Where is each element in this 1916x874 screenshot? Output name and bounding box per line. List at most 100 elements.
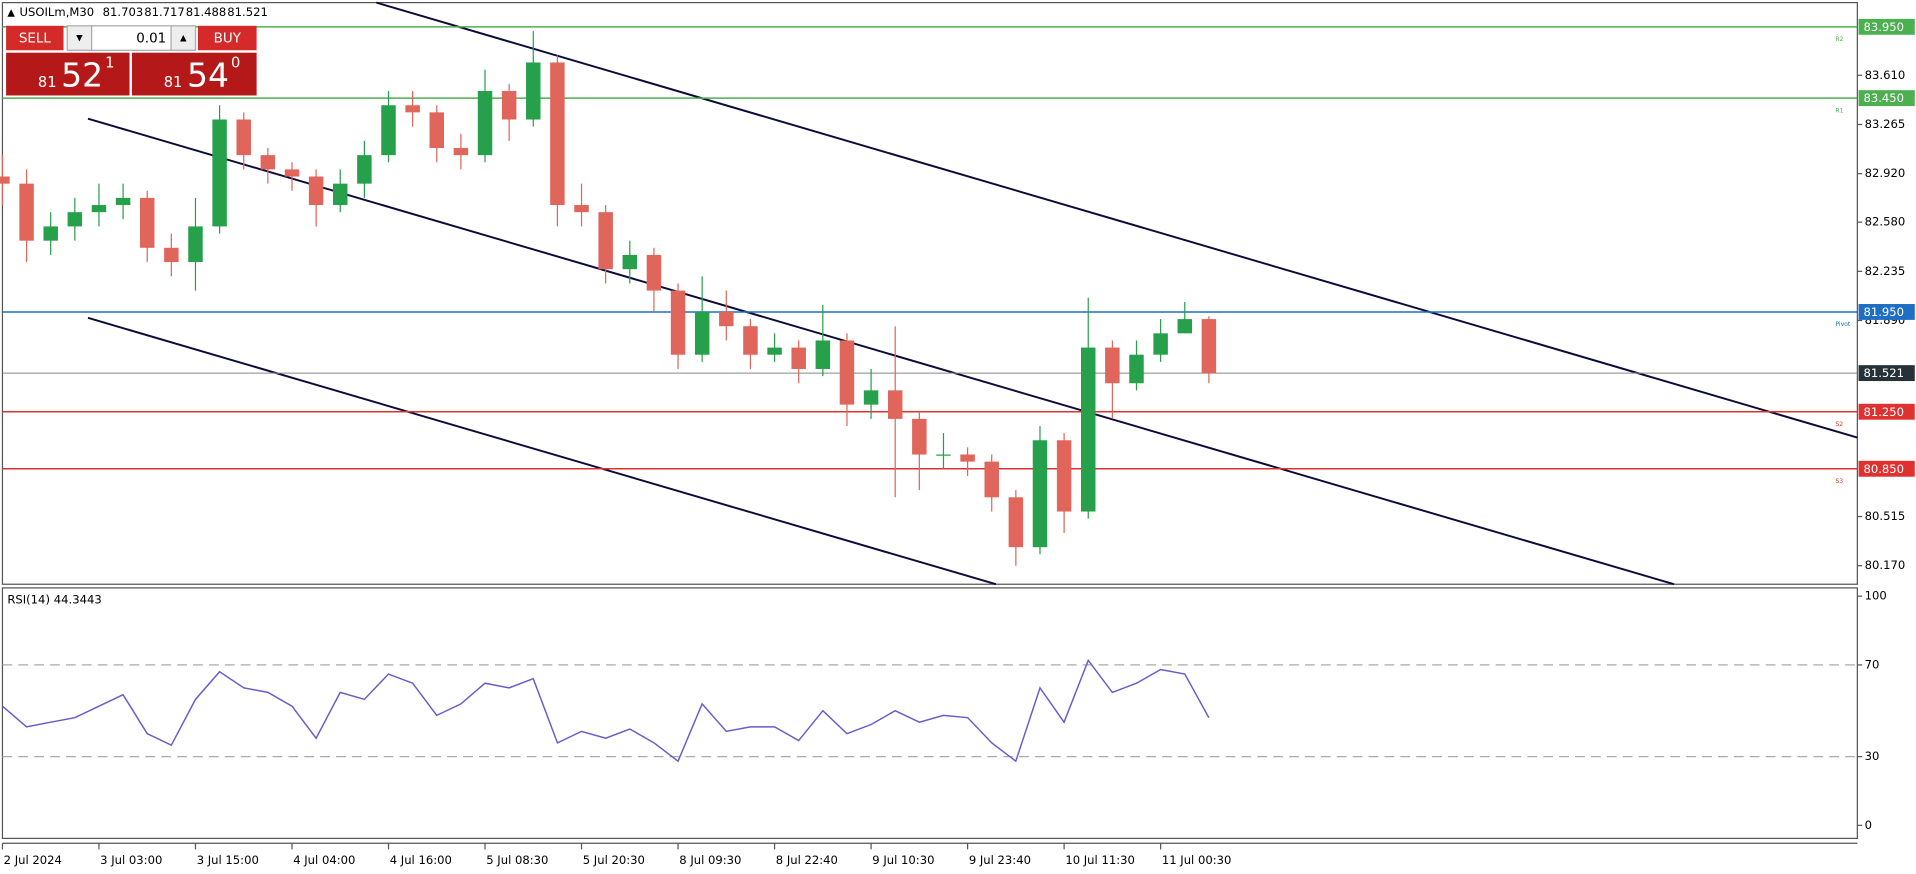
candle-body bbox=[1129, 354, 1144, 384]
y-tick-label: 83.610 bbox=[1865, 68, 1906, 82]
candle-body bbox=[19, 183, 34, 241]
lot-value: 0.01 bbox=[136, 32, 166, 47]
candle-body bbox=[236, 119, 251, 156]
level-name: S3 bbox=[1835, 478, 1843, 485]
candle-body bbox=[936, 454, 951, 456]
candle-body bbox=[1105, 347, 1120, 384]
level-name: Pivot bbox=[1835, 321, 1851, 328]
bid-box[interactable] bbox=[6, 52, 130, 96]
candle-body bbox=[526, 62, 541, 120]
buy-button[interactable] bbox=[197, 25, 257, 51]
x-tick-label: 3 Jul 03:00 bbox=[100, 853, 162, 867]
ask-big: 81 bbox=[164, 74, 183, 91]
lot-down[interactable] bbox=[66, 25, 93, 51]
level-name: S2 bbox=[1835, 421, 1843, 428]
level-price-box bbox=[1858, 460, 1915, 477]
y-tick-label: 82.580 bbox=[1865, 215, 1906, 229]
x-tick-label: 9 Jul 23:40 bbox=[969, 853, 1031, 867]
rsi-tick-label: 100 bbox=[1865, 589, 1887, 603]
x-tick-label: 8 Jul 22:40 bbox=[776, 853, 838, 867]
candle-body bbox=[1032, 440, 1048, 548]
candle-body bbox=[598, 212, 613, 270]
level-price-label: 81.250 bbox=[1863, 405, 1904, 419]
candle-body bbox=[188, 226, 203, 263]
main-pane bbox=[1, 1, 1858, 585]
sell-button[interactable] bbox=[6, 25, 64, 51]
bid-small: 1 bbox=[105, 55, 114, 72]
y-tick-label: 80.170 bbox=[1865, 558, 1906, 572]
channel-lines bbox=[87, 1, 1858, 586]
candle-body bbox=[622, 254, 638, 270]
x-tick-label: 10 Jul 11:30 bbox=[1065, 853, 1135, 867]
bid-big: 81 bbox=[38, 74, 57, 91]
candle-body bbox=[501, 90, 517, 120]
candle-body bbox=[719, 311, 734, 327]
candle-body bbox=[308, 176, 324, 206]
level-price-box bbox=[1858, 18, 1915, 35]
candle-body bbox=[1008, 497, 1024, 548]
x-tick-label: 4 Jul 04:00 bbox=[293, 853, 355, 867]
x-tick-label: 2 Jul 2024 bbox=[4, 853, 62, 867]
header-price: 81.717 bbox=[144, 5, 185, 19]
candle-body bbox=[1081, 347, 1096, 512]
candle-body bbox=[839, 340, 855, 405]
candle-body bbox=[574, 205, 589, 213]
lot-down-icon: ▼ bbox=[76, 34, 83, 44]
candle-body bbox=[284, 169, 300, 177]
x-tick-label: 3 Jul 15:00 bbox=[197, 853, 259, 867]
header-price: 81.488 bbox=[186, 5, 227, 19]
ask-small: 0 bbox=[231, 55, 240, 72]
y-tick-label: 82.235 bbox=[1865, 264, 1906, 278]
candle-body bbox=[1056, 440, 1072, 512]
level-name: R1 bbox=[1835, 107, 1843, 114]
rsi-line bbox=[1, 658, 1210, 763]
candle-body bbox=[357, 155, 372, 184]
buy-label: BUY bbox=[214, 32, 242, 47]
candle-body bbox=[984, 461, 999, 498]
x-tick-label: 9 Jul 10:30 bbox=[872, 853, 934, 867]
x-tick-label: 11 Jul 00:30 bbox=[1162, 853, 1232, 867]
candle-body bbox=[743, 326, 758, 355]
channel-line bbox=[87, 316, 997, 586]
candle-body bbox=[863, 390, 879, 405]
candle-body bbox=[815, 340, 831, 369]
y-tick-label: 82.920 bbox=[1865, 166, 1906, 180]
x-tick-label: 5 Jul 08:30 bbox=[486, 853, 548, 867]
candle-body bbox=[887, 390, 903, 419]
channel-line bbox=[87, 117, 1675, 586]
candle-body bbox=[1177, 319, 1192, 334]
candle-body bbox=[164, 247, 179, 263]
x-tick-label: 8 Jul 09:30 bbox=[679, 853, 741, 867]
y-tick-label: 83.265 bbox=[1865, 117, 1906, 131]
candle-body bbox=[453, 148, 469, 156]
level-price-box bbox=[1858, 304, 1915, 320]
lot-input[interactable] bbox=[91, 25, 172, 51]
lot-up[interactable] bbox=[170, 25, 197, 51]
trade-panel: SELL ▼ 0.01 ▲ BUY 81 52 1 81 54 0 bbox=[6, 25, 257, 96]
header-price: 81.703 bbox=[103, 5, 144, 19]
candle-body bbox=[550, 62, 565, 206]
x-tick-label: 5 Jul 20:30 bbox=[583, 853, 645, 867]
level-price-label: 80.850 bbox=[1863, 462, 1904, 476]
rsi-tick-label: 30 bbox=[1865, 749, 1880, 763]
candle-body bbox=[1201, 319, 1217, 374]
candle-body bbox=[115, 197, 131, 206]
header-price: 81.521 bbox=[227, 5, 268, 19]
rsi-pane bbox=[1, 587, 1858, 840]
candle-body bbox=[260, 155, 276, 170]
candle-body bbox=[43, 226, 58, 241]
candle-body bbox=[960, 454, 975, 462]
level-price-box bbox=[1858, 90, 1915, 107]
candle-body bbox=[405, 105, 420, 113]
ask-mid: 54 bbox=[187, 56, 229, 95]
candle-body bbox=[767, 347, 782, 355]
level-price-label: 83.950 bbox=[1863, 20, 1904, 34]
channel-line bbox=[376, 1, 1858, 439]
candle-body bbox=[791, 347, 806, 369]
lot-up-icon: ▲ bbox=[180, 34, 187, 44]
header-icon: ▲ bbox=[7, 7, 15, 18]
x-tick-label: 4 Jul 16:00 bbox=[390, 853, 452, 867]
ask-box[interactable] bbox=[131, 52, 257, 96]
